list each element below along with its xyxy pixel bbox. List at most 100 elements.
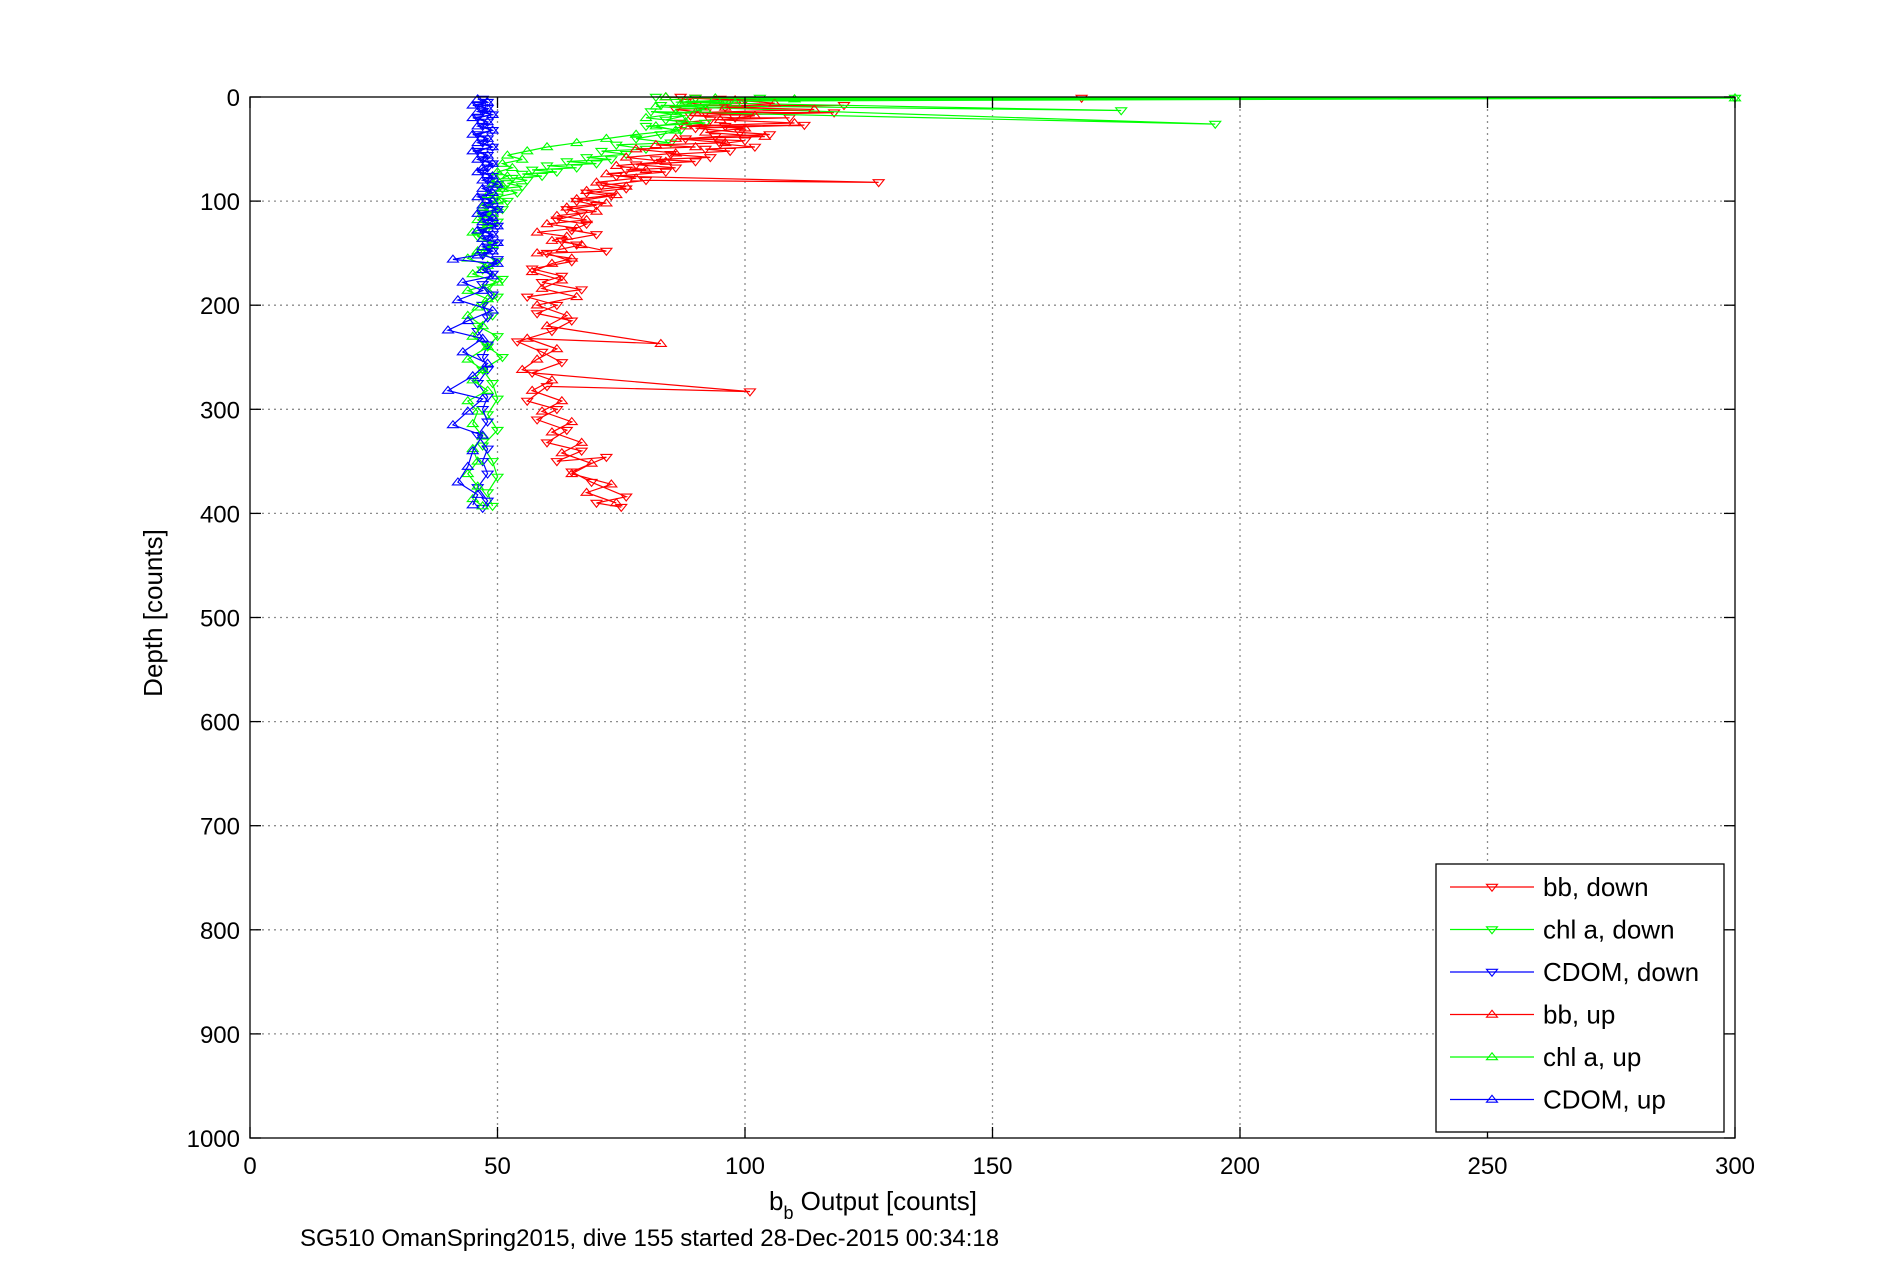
data-point [639, 122, 653, 132]
data-point [649, 139, 663, 149]
data-point [485, 171, 500, 180]
data-point [604, 156, 618, 165]
data-point [500, 171, 515, 180]
data-point [827, 109, 841, 118]
data-point [649, 101, 663, 110]
series-3 [515, 91, 821, 507]
x-axis-label: bb Output [counts] [769, 1186, 977, 1223]
data-point [471, 432, 485, 441]
data-point [678, 121, 693, 130]
data-point [560, 231, 574, 240]
data-point [713, 140, 727, 149]
data-point [480, 445, 495, 454]
data-point [476, 162, 490, 172]
data-point [664, 150, 678, 160]
data-point [609, 189, 623, 199]
data-point [471, 93, 485, 103]
data-point [471, 166, 485, 176]
legend-label: bb, down [1543, 872, 1649, 902]
data-point [490, 395, 505, 404]
data-point [639, 177, 653, 186]
x-tick-label: 300 [1715, 1153, 1755, 1180]
data-point [718, 137, 732, 147]
data-point [505, 162, 519, 172]
data-point [515, 154, 529, 163]
data-point [629, 129, 643, 138]
data-point [480, 189, 495, 199]
data-point [525, 266, 539, 276]
data-point [466, 227, 480, 236]
legend-entry: bb, up [1450, 1000, 1615, 1030]
data-point [545, 235, 559, 244]
data-point [575, 239, 589, 249]
data-point [485, 245, 500, 255]
series-line [446, 98, 500, 506]
data-point [629, 173, 643, 182]
data-point [476, 264, 490, 274]
data-point [530, 416, 544, 425]
data-point [525, 385, 539, 394]
data-point [490, 426, 505, 436]
data-point [570, 223, 584, 232]
data-point [654, 338, 668, 347]
x-axis-label-subscript: b [783, 1203, 793, 1223]
data-point [480, 150, 495, 159]
data-point [575, 447, 589, 457]
data-point [485, 502, 500, 512]
data-point [471, 154, 485, 163]
data-point [535, 406, 549, 415]
data-series [441, 91, 1742, 514]
data-point [748, 143, 762, 153]
legend: bb, down chl a, down CDOM, down bb, up chl a… [1435, 863, 1725, 1133]
data-point [555, 359, 569, 368]
data-point [485, 109, 500, 118]
data-point [619, 181, 633, 190]
data-point [669, 164, 683, 173]
x-tick-label: 0 [243, 1153, 256, 1180]
data-point [540, 141, 554, 151]
data-point [466, 370, 480, 380]
data-point [456, 346, 470, 356]
data-point [451, 477, 465, 486]
data-point [555, 395, 569, 405]
data-point [589, 177, 604, 186]
data-point [589, 160, 604, 169]
data-point [575, 437, 589, 446]
data-point [609, 141, 623, 150]
legend-swatch-marker [1485, 968, 1499, 978]
legend-label: chl a, down [1543, 915, 1675, 945]
data-point [485, 187, 500, 197]
data-point [476, 183, 490, 192]
data-point [476, 458, 490, 467]
y-tick-label: 900 [200, 1022, 240, 1049]
data-point [570, 137, 584, 147]
data-point [480, 497, 495, 507]
data-point [485, 212, 500, 222]
data-point [525, 265, 539, 274]
data-point [619, 493, 633, 502]
data-point [456, 277, 470, 286]
data-point [490, 175, 505, 184]
data-point [490, 166, 505, 176]
data-point [678, 112, 693, 121]
data-point [639, 164, 653, 174]
data-point [520, 146, 534, 155]
data-point [520, 397, 534, 407]
y-tick-label: 300 [200, 397, 240, 424]
data-point [466, 499, 480, 509]
data-point [471, 191, 485, 201]
data-point [500, 197, 515, 207]
data-point [476, 501, 490, 510]
data-point [768, 98, 782, 107]
data-point [490, 293, 505, 302]
data-point [545, 427, 559, 436]
data-point [619, 152, 633, 161]
data-point [461, 285, 475, 294]
data-point [589, 231, 604, 240]
data-point [485, 380, 500, 389]
legend-entry: bb, down [1450, 872, 1649, 902]
data-point [461, 461, 475, 470]
data-point [555, 275, 569, 284]
data-point [629, 161, 643, 170]
y-tick-label: 700 [200, 814, 240, 841]
